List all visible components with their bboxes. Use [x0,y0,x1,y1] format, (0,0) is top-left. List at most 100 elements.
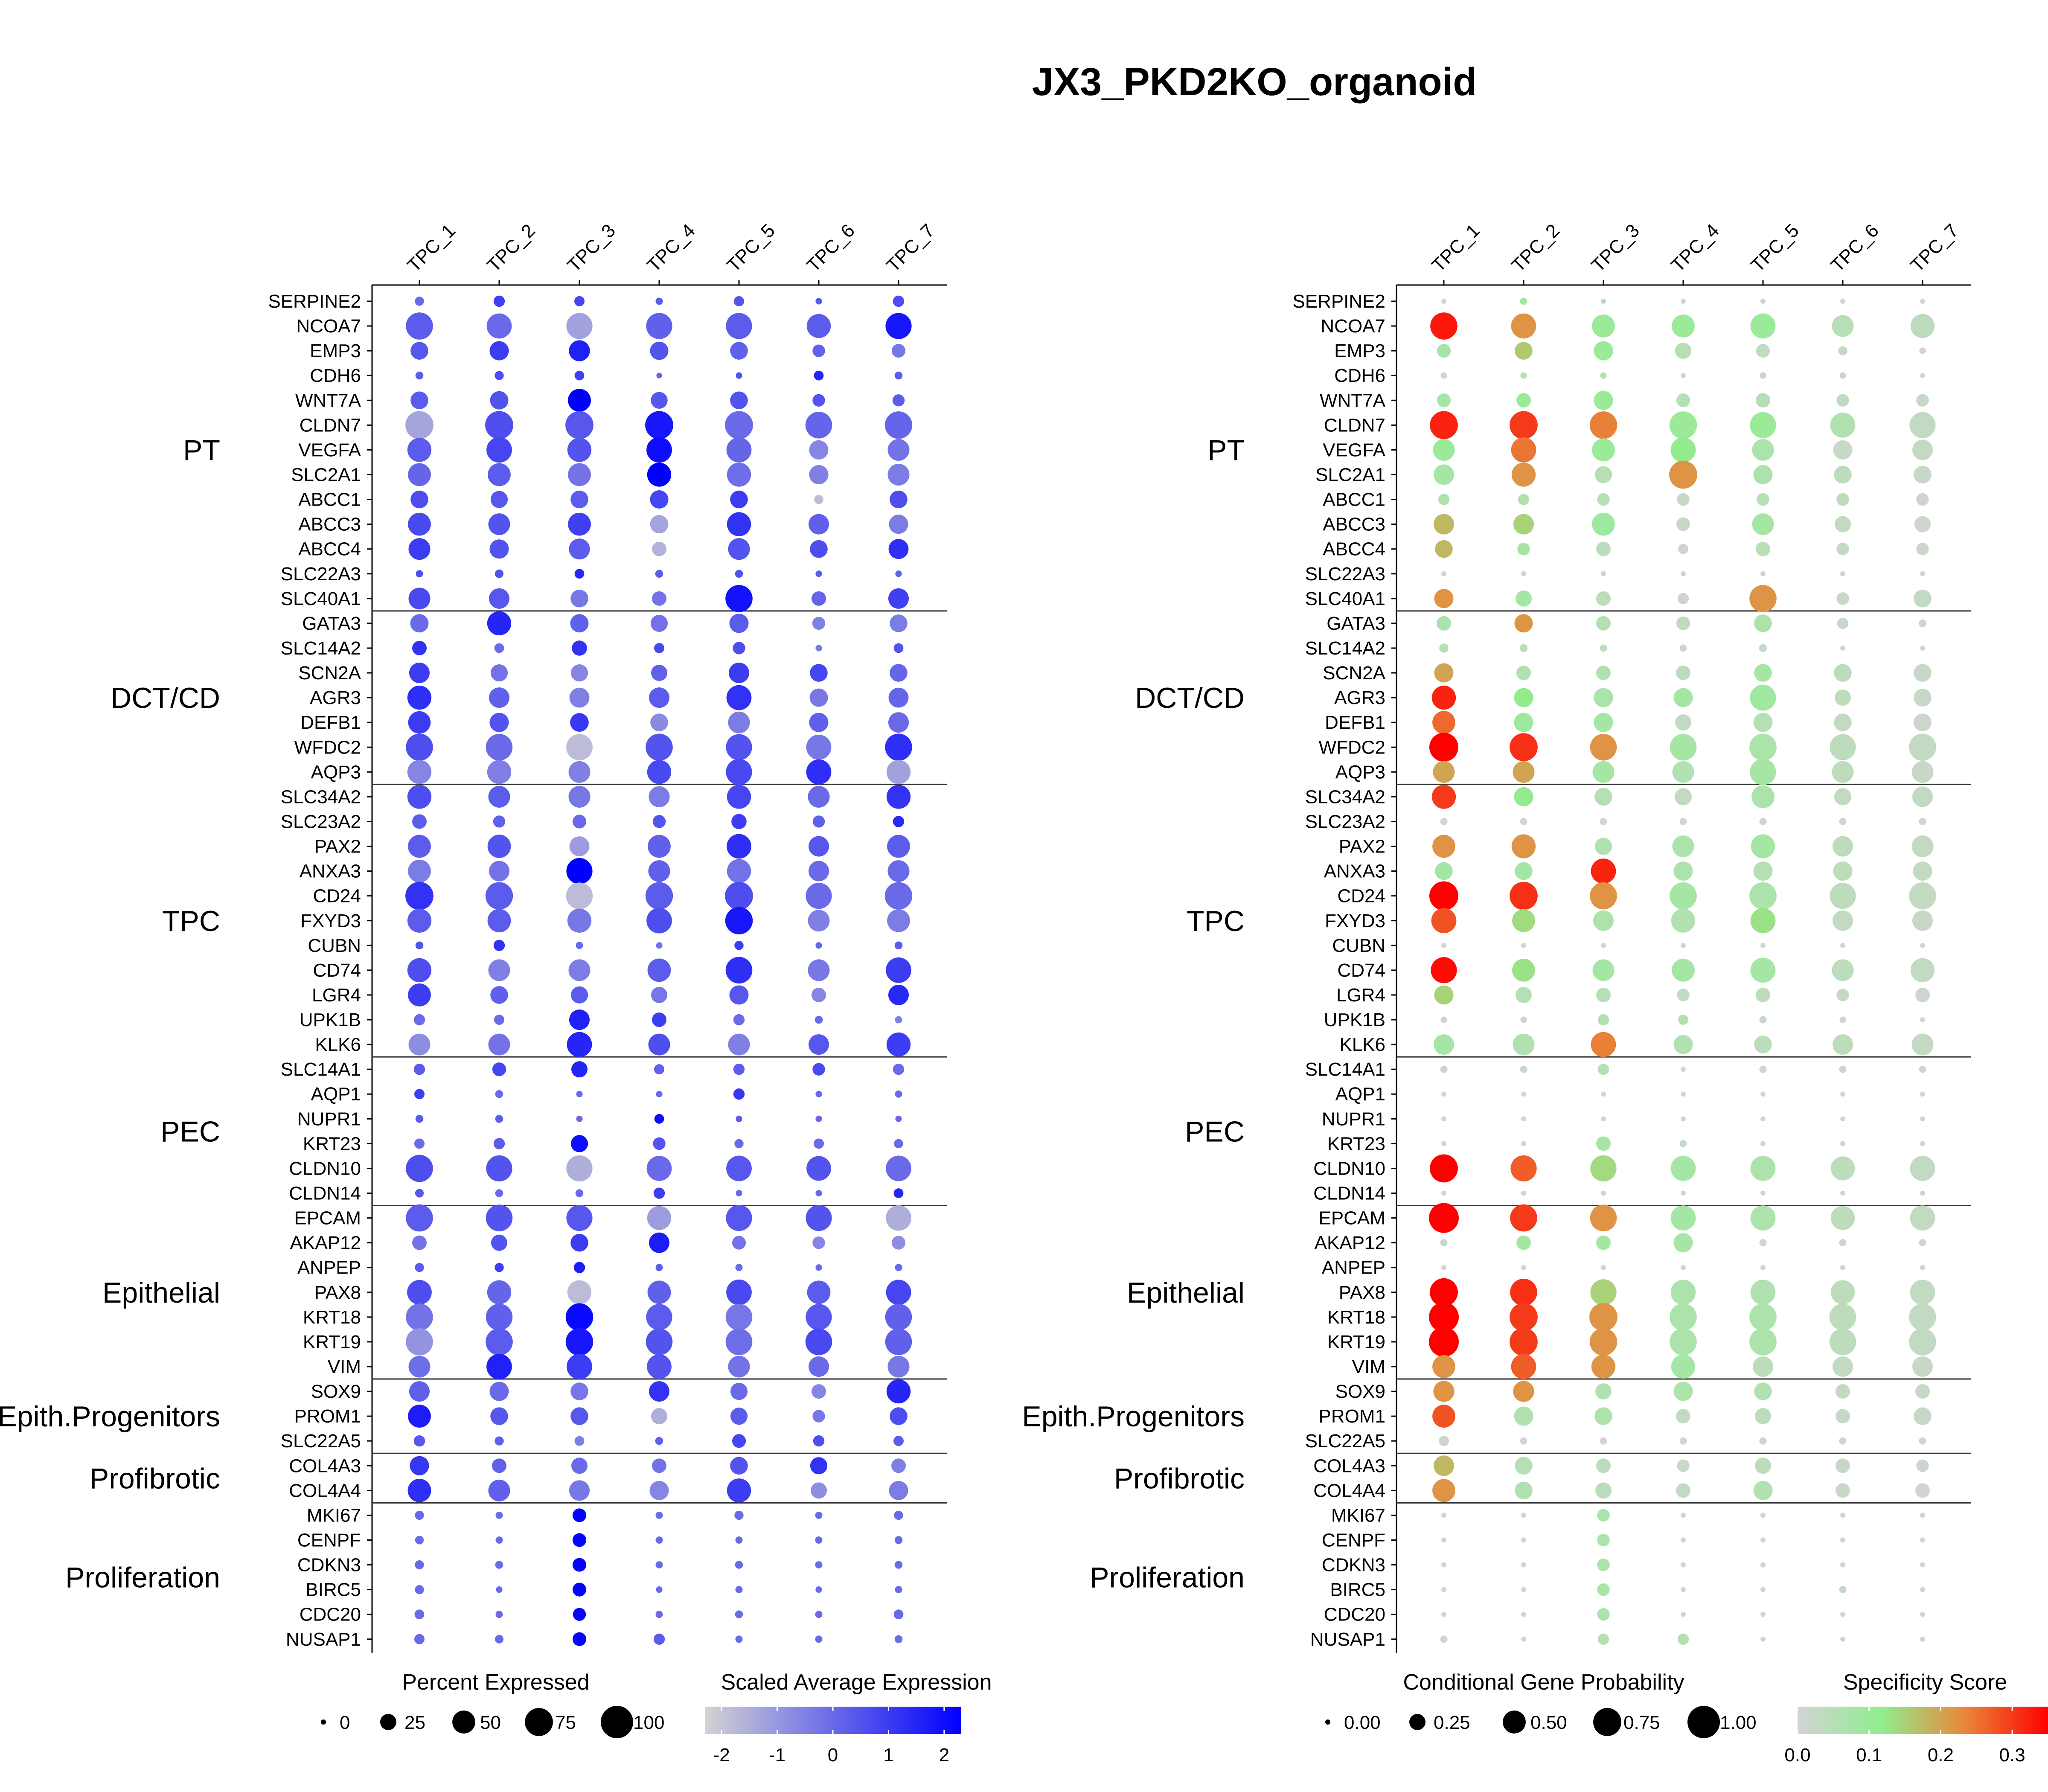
right-dot [1750,313,1776,339]
right-dot [1590,1279,1617,1306]
right-dot [1749,585,1777,612]
left-dot [812,617,826,630]
right-dot [1432,835,1455,858]
left-gene-label: CLDN10 [289,1158,361,1179]
left-dot [889,1481,908,1500]
left-dot [410,342,428,360]
right-dot [1510,1204,1537,1232]
right-dot [1836,1409,1850,1424]
right-dot [1920,943,1925,948]
right-dot [1440,1239,1448,1247]
right-group-label: DCT/CD [1135,682,1245,714]
left-dot [567,438,592,462]
left-dot [495,1263,504,1272]
right-dot [1591,858,1616,884]
left-dot [407,438,432,462]
right-dot [1909,733,1936,761]
right-dot [1760,1190,1766,1196]
right-dot [1591,1354,1616,1379]
right-dot [1754,1036,1772,1053]
left-dot [812,1236,825,1249]
right-dot [1749,1328,1777,1356]
left-gene-label: MKI67 [307,1505,361,1526]
left-dot [650,614,668,632]
left-dot [408,835,431,858]
left-dot [894,1536,903,1544]
left-dot [496,1586,503,1593]
left-color-legend-label: -2 [713,1745,730,1766]
right-dot [1516,1235,1531,1250]
right-dot [1833,861,1853,881]
right-dot [1519,644,1528,652]
right-dot [1760,1141,1766,1146]
right-dot [1839,372,1846,379]
left-dot [895,570,902,577]
left-dot [895,1016,902,1024]
right-dot [1594,390,1613,410]
left-dot [570,986,588,1004]
right-dot [1441,1190,1446,1196]
left-dot [806,1156,831,1181]
left-dot [574,569,585,579]
right-dot [1521,1513,1526,1518]
right-dot [1681,1537,1686,1543]
left-dot [415,297,424,306]
right-dot [1678,1015,1688,1025]
right-gene-label: NCOA7 [1321,316,1385,337]
left-dot [812,987,826,1002]
left-dot [726,437,752,463]
left-gene-label: AQP3 [311,762,361,783]
right-dot [1429,733,1458,762]
right-dot [1681,1116,1686,1122]
right-dot [1836,493,1849,506]
left-dot [725,907,753,934]
right-dot [1430,1154,1458,1183]
left-dot [887,835,910,858]
left-gene-label: KRT19 [303,1332,361,1353]
right-dot [1601,1265,1606,1270]
left-dot [886,785,911,809]
left-dot [810,540,828,558]
left-group-label: PEC [160,1115,220,1148]
left-dot [655,1264,663,1271]
right-dot [1601,943,1606,948]
left-group-label: Epith.Progenitors [0,1400,220,1433]
right-dot [1840,1265,1845,1270]
right-dot [1670,733,1697,761]
left-gene-label: SLC14A1 [281,1059,361,1080]
right-dot [1839,1586,1847,1594]
right-dot [1836,1483,1850,1498]
right-dot [1601,1116,1606,1122]
left-dot [894,1561,903,1569]
right-dot [1672,958,1695,982]
left-dot [732,1434,746,1448]
left-dot [646,908,672,934]
right-gene-label: CLDN14 [1313,1183,1385,1204]
left-dot [806,734,832,760]
left-dot [815,942,822,949]
left-dot [570,1407,588,1425]
right-x-tick-label: TPC_2 [1507,220,1563,276]
right-gene-label: CLDN10 [1313,1158,1385,1179]
left-gene-label: SLC2A1 [291,464,361,485]
left-dot [570,1382,588,1400]
right-dot [1594,466,1612,483]
right-dot [1911,1033,1934,1056]
left-dot [649,1481,669,1500]
right-dot [1590,733,1617,761]
left-dot [485,411,513,439]
left-dot [885,313,912,339]
left-dot [734,296,744,306]
right-dot [1681,1190,1686,1196]
left-dot [815,1115,822,1122]
left-dot [487,611,512,636]
right-x-tick-label: TPC_5 [1747,220,1803,276]
left-dot [895,1586,902,1594]
left-dot [647,463,672,487]
left-dot [495,1436,504,1446]
left-dot [888,712,909,733]
left-dot [815,1264,822,1271]
left-dot [489,1382,509,1401]
left-dot [406,733,433,761]
left-dot [726,1155,752,1181]
